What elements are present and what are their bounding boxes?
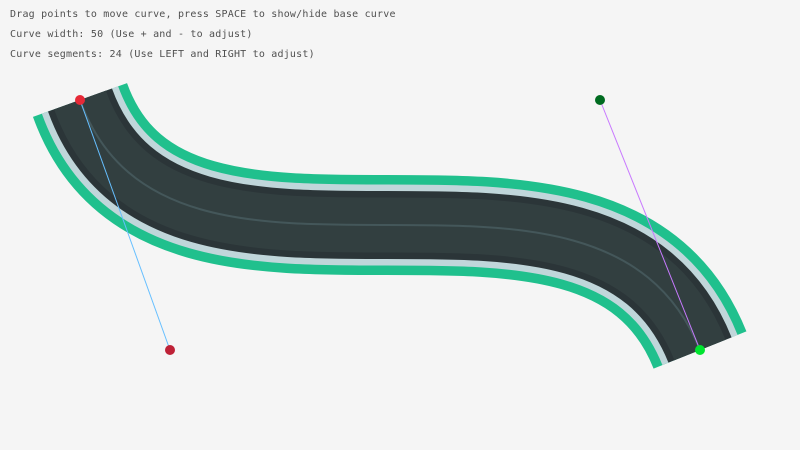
instruction-width: Curve width: 50 (Use + and - to adjust) [10, 29, 253, 40]
road-curve [32, 81, 747, 371]
control1-point-handle[interactable] [165, 345, 175, 355]
control1-line [79, 99, 171, 351]
instruction-segments: Curve segments: 24 (Use LEFT and RIGHT t… [10, 49, 315, 60]
road-center-line [79, 99, 701, 351]
control2-point-handle[interactable] [595, 95, 605, 105]
instruction-drag: Drag points to move curve, press SPACE t… [10, 9, 396, 20]
end-point-handle[interactable] [695, 345, 705, 355]
control2-line [599, 99, 701, 351]
start-point-handle[interactable] [75, 95, 85, 105]
